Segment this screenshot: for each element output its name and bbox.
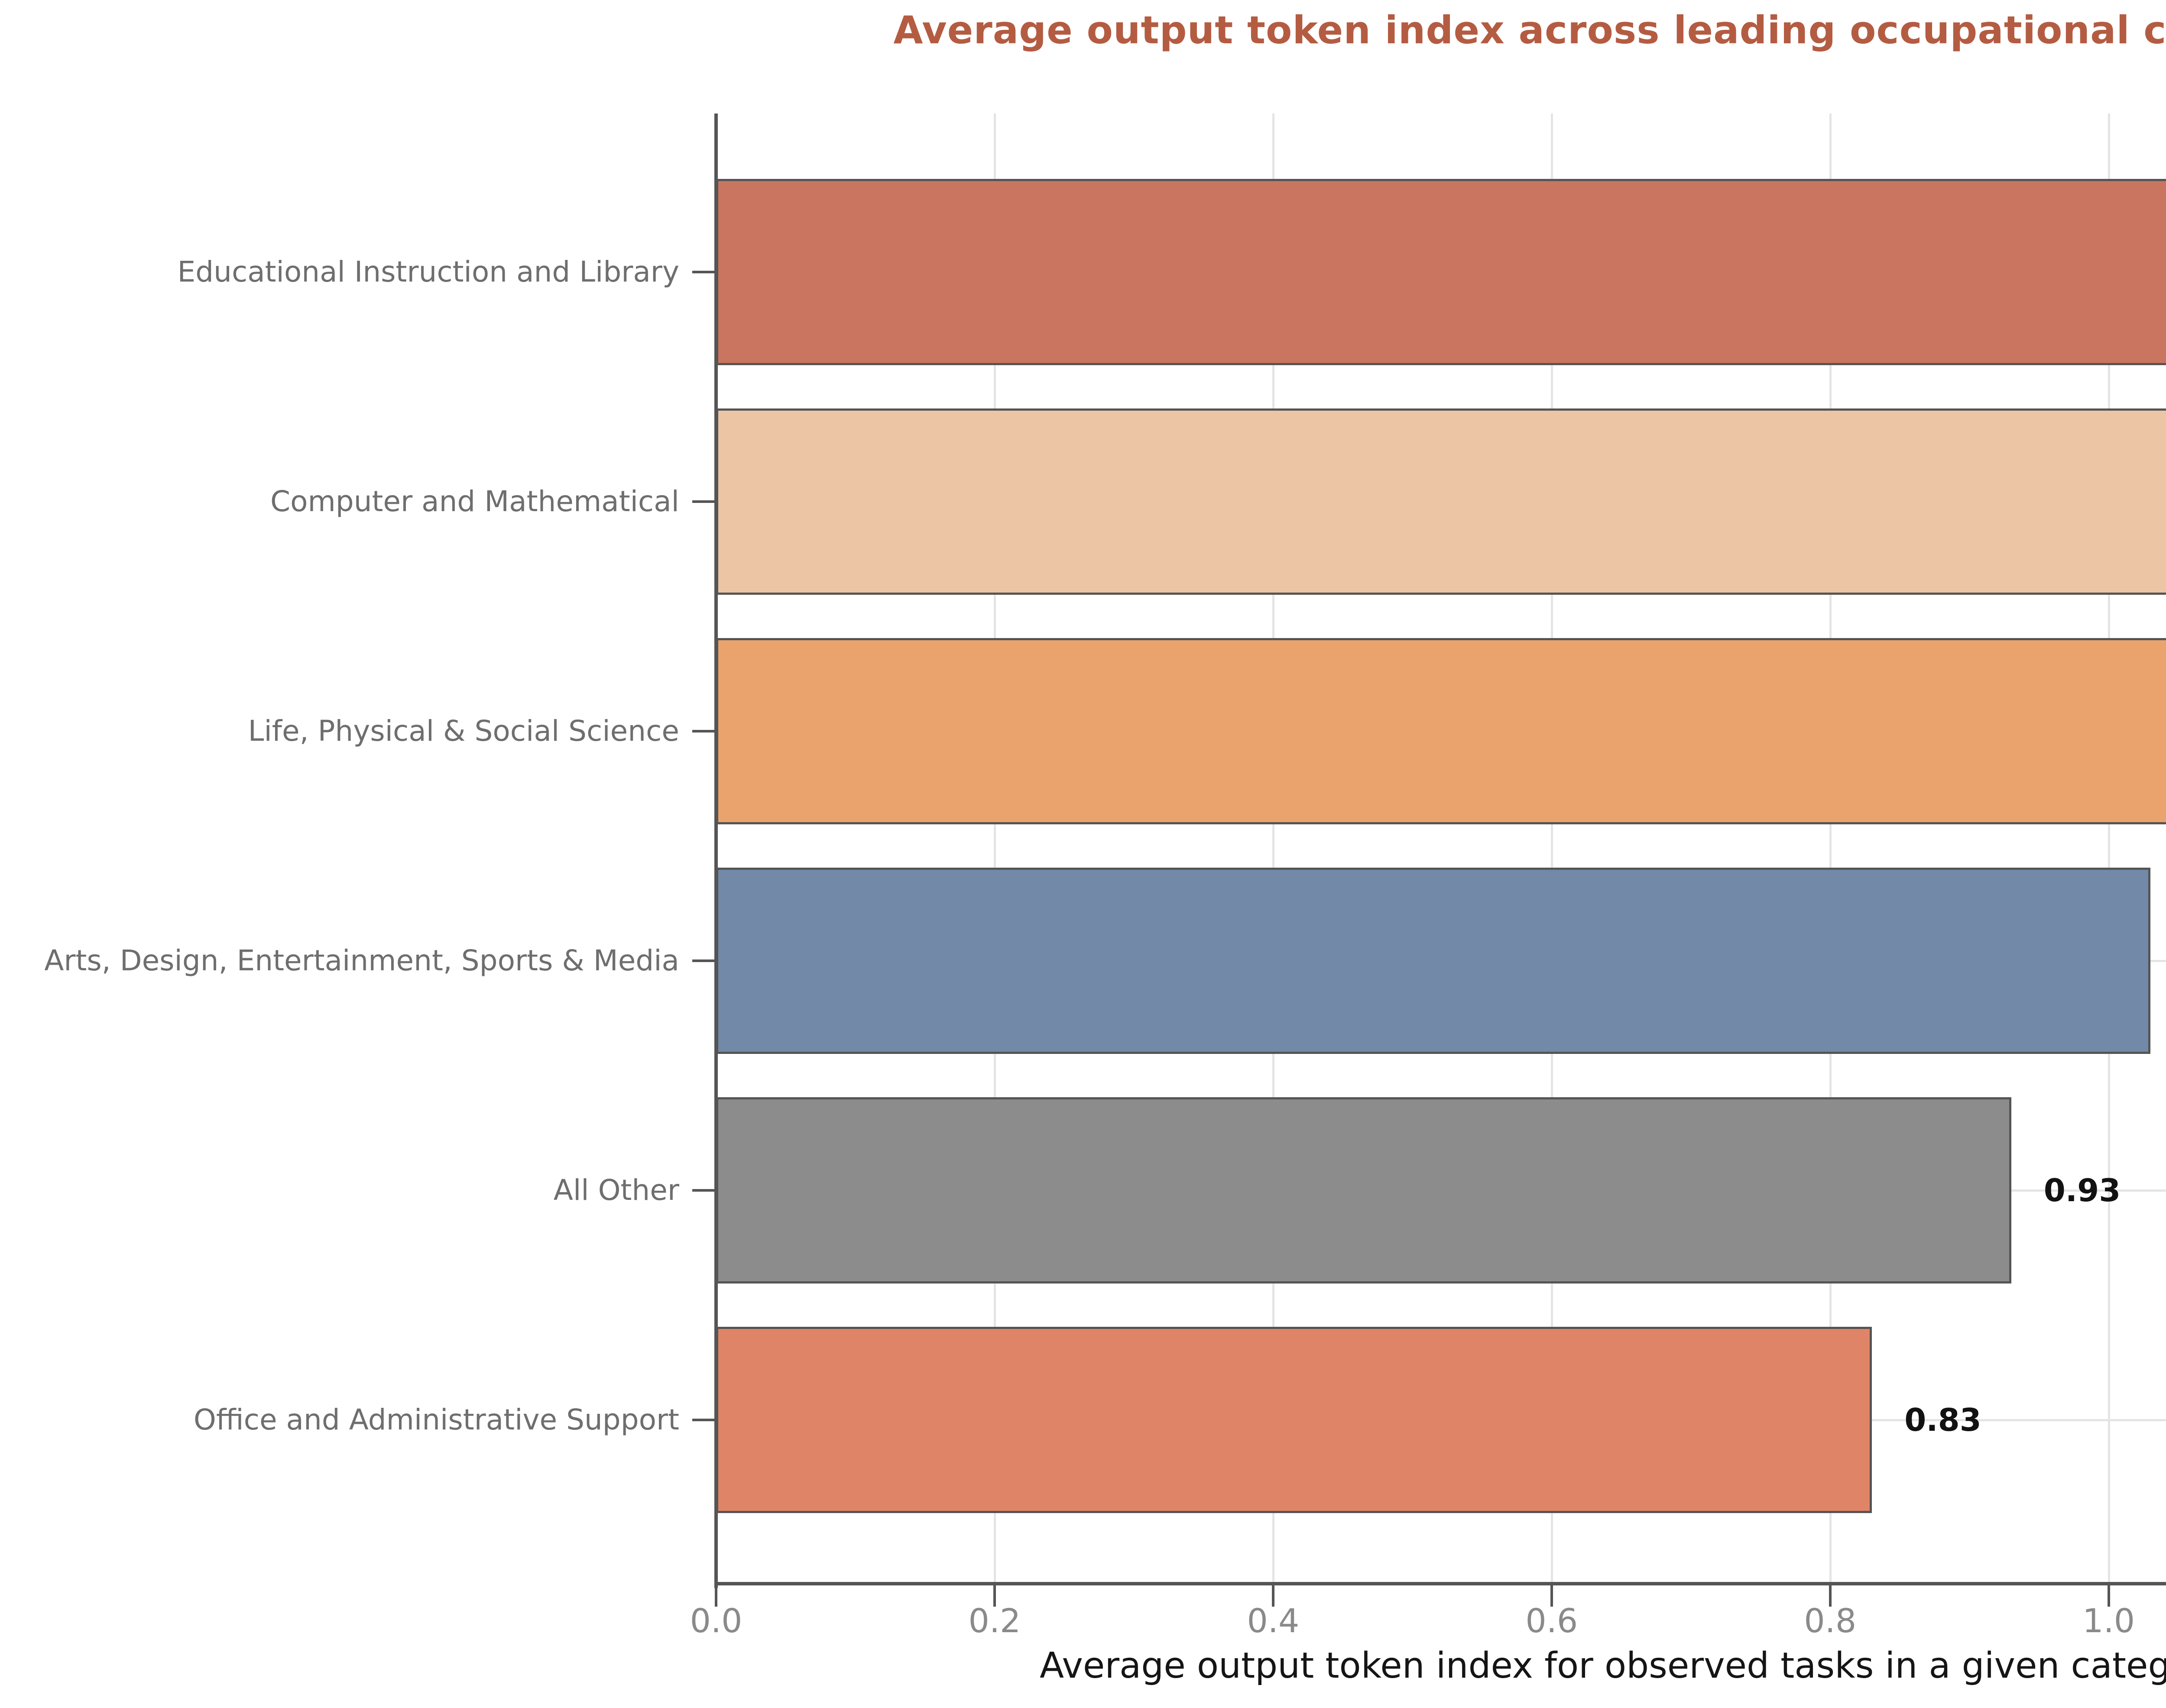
y-tick [692,959,716,962]
chart-title: Average output token index across leadin… [893,8,2166,52]
gridline-vertical [1829,113,1832,1585]
x-tick [715,1583,717,1607]
category-label: Life, Physical & Social Science [248,714,679,748]
bar [716,868,2151,1054]
category-label: Educational Instruction and Library [177,255,679,288]
x-tick [993,1583,996,1607]
x-tick [2107,1583,2110,1607]
y-tick [692,500,716,503]
x-axis-label: Average output token index for observed … [1040,1645,2166,1686]
x-tick-label: 0.2 [968,1601,1021,1640]
y-tick [692,1419,716,1421]
bar-value-label: 0.93 [2043,1172,2121,1209]
category-label: All Other [553,1173,679,1207]
y-tick [692,1189,716,1192]
y-axis-spine [714,113,718,1588]
plot-area: 1.251.201.091.030.930.83 [716,113,2166,1585]
x-tick [1550,1583,1553,1607]
x-tick-label: 0.6 [1525,1601,1578,1640]
bar [716,1097,2011,1283]
category-label: Office and Administrative Support [193,1403,679,1436]
bar [716,179,2166,365]
category-label: Arts, Design, Entertainment, Sports & Me… [44,944,679,977]
gridline-vertical [1550,113,1553,1585]
y-tick [692,730,716,732]
x-tick [1271,1583,1274,1607]
gridline-vertical [993,113,996,1585]
x-tick-label: 0.0 [690,1601,743,1640]
gridline-vertical [1272,113,1274,1585]
bar [716,1327,1872,1513]
x-tick [1829,1583,1832,1607]
gridline-vertical [2108,113,2110,1585]
y-tick [692,271,716,273]
bar-layer [716,113,2166,1585]
bar-value-label: 0.83 [1904,1402,1981,1438]
plot-label-layer: 1.251.201.091.030.930.83 [716,113,2166,1585]
category-label: Computer and Mathematical [270,485,679,518]
x-axis-spine [714,1582,2166,1585]
bar [716,408,2166,595]
bar [716,638,2166,824]
x-tick-label: 0.4 [1247,1601,1300,1640]
x-tick-label: 0.8 [1804,1601,1857,1640]
x-tick-label: 1.0 [2082,1601,2135,1640]
